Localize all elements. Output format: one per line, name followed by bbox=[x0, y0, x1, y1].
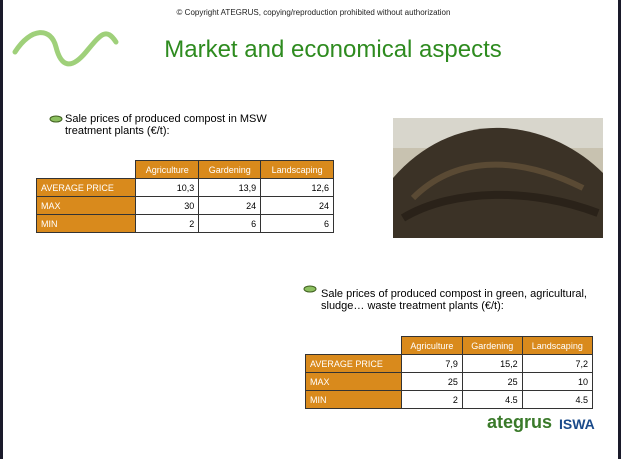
cell: 13,9 bbox=[199, 179, 261, 197]
title: Market and economical aspects bbox=[103, 36, 563, 64]
column-header: Agriculture bbox=[401, 337, 462, 355]
row-header: AVERAGE PRICE bbox=[306, 355, 402, 373]
row-header: MAX bbox=[306, 373, 402, 391]
copyright: © Copyright ATEGRUS, copying/reproductio… bbox=[3, 8, 621, 17]
bullet-text: Sale prices of produced compost in green… bbox=[321, 288, 606, 312]
cell: 25 bbox=[401, 373, 462, 391]
cell: 6 bbox=[199, 215, 261, 233]
cell: 25 bbox=[462, 373, 522, 391]
cell: 15,2 bbox=[462, 355, 522, 373]
empty-cell bbox=[37, 161, 136, 179]
cell: 10 bbox=[522, 373, 592, 391]
logo-ategrus: ategrus bbox=[487, 412, 552, 433]
cell: 4.5 bbox=[462, 391, 522, 409]
cell: 24 bbox=[261, 197, 334, 215]
cell: 30 bbox=[136, 197, 199, 215]
cell: 4.5 bbox=[522, 391, 592, 409]
empty-cell bbox=[306, 337, 402, 355]
slide: © Copyright ATEGRUS, copying/reproductio… bbox=[0, 0, 621, 459]
column-header: Landscaping bbox=[261, 161, 334, 179]
cell: 2 bbox=[136, 215, 199, 233]
cell: 6 bbox=[261, 215, 334, 233]
cell: 2 bbox=[401, 391, 462, 409]
bullet-icon bbox=[49, 114, 63, 124]
cell: 7,2 bbox=[522, 355, 592, 373]
cell: 24 bbox=[199, 197, 261, 215]
cell: 7,9 bbox=[401, 355, 462, 373]
bullet-text: Sale prices of produced compost in MSW t… bbox=[65, 113, 295, 137]
column-header: Agriculture bbox=[136, 161, 199, 179]
bullet-icon bbox=[303, 284, 317, 294]
compost-photo bbox=[393, 118, 603, 238]
row-header: MAX bbox=[37, 197, 136, 215]
cell: 10,3 bbox=[136, 179, 199, 197]
logo-iswa: ISWA bbox=[559, 416, 595, 432]
row-header: AVERAGE PRICE bbox=[37, 179, 136, 197]
column-header: Gardening bbox=[462, 337, 522, 355]
row-header: MIN bbox=[306, 391, 402, 409]
cell: 12,6 bbox=[261, 179, 334, 197]
column-header: Landscaping bbox=[522, 337, 592, 355]
column-header: Gardening bbox=[199, 161, 261, 179]
row-header: MIN bbox=[37, 215, 136, 233]
